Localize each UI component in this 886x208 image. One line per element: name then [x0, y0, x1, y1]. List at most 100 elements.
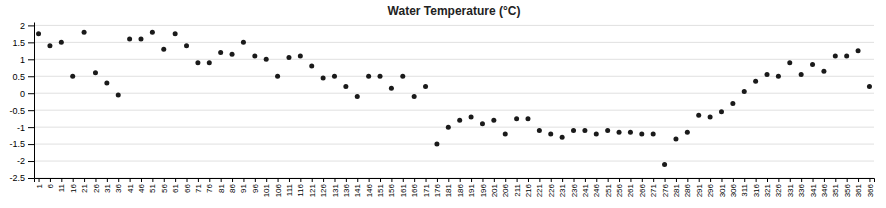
- x-tick: 231: [558, 178, 567, 197]
- x-tick-mark: [50, 178, 51, 182]
- y-tick: 2: [20, 21, 34, 31]
- y-tick: -2: [17, 156, 34, 166]
- x-tick-mark: [619, 178, 620, 182]
- x-tick: 316: [752, 178, 761, 197]
- grid-line: [34, 127, 874, 128]
- y-tick-label: 1: [20, 55, 25, 65]
- x-tick-label: 241: [581, 183, 590, 197]
- x-tick-mark: [346, 178, 347, 182]
- x-tick: 341: [809, 178, 818, 197]
- grid-line: [34, 59, 874, 60]
- x-tick-label: 106: [274, 183, 283, 197]
- title: Water Temperature (°C): [388, 4, 521, 18]
- point: [685, 130, 690, 135]
- x-tick-label: 141: [353, 183, 362, 197]
- x-tick-label: 311: [740, 183, 749, 196]
- x-tick: 31: [103, 178, 112, 193]
- x-tick-label: 181: [444, 183, 453, 197]
- x-tick-label: 326: [774, 183, 783, 197]
- x-tick-label: 291: [695, 183, 704, 197]
- x-tick-label: 266: [638, 183, 647, 197]
- y-tick-mark: [28, 127, 34, 128]
- point: [708, 114, 713, 119]
- x-tick: 211: [513, 178, 522, 197]
- point: [412, 94, 417, 99]
- x-tick: 171: [422, 178, 431, 197]
- y-tick-label: -0.5: [9, 106, 25, 116]
- x-tick: 251: [604, 178, 613, 197]
- x-tick-label: 131: [331, 183, 340, 197]
- x-tick: 286: [683, 178, 692, 197]
- x-tick: 281: [672, 178, 681, 197]
- x-tick: 61: [171, 178, 180, 193]
- point: [753, 79, 758, 84]
- x-tick-label: 331: [786, 183, 795, 197]
- x-tick-mark: [790, 178, 791, 182]
- x-tick-label: 36: [114, 183, 123, 192]
- point: [286, 55, 291, 60]
- point: [537, 128, 542, 133]
- x-tick: 56: [160, 178, 169, 193]
- x-tick-mark: [778, 178, 779, 182]
- x-tick-mark: [608, 178, 609, 182]
- x-tick-label: 251: [604, 183, 613, 197]
- point: [810, 62, 815, 67]
- x-tick-label: 316: [752, 183, 761, 197]
- y-tick: 1.5: [12, 38, 34, 48]
- x-tick-label: 236: [570, 183, 579, 197]
- x-tick: 21: [80, 178, 89, 193]
- x-tick: 156: [387, 178, 396, 197]
- x-tick-mark: [505, 178, 506, 182]
- y-tick-label: -2: [17, 156, 25, 166]
- x-tick: 6: [46, 178, 55, 188]
- x-tick-label: 246: [592, 183, 601, 197]
- x-tick-mark: [642, 178, 643, 182]
- point: [218, 50, 223, 55]
- point: [742, 89, 747, 94]
- x-tick: 96: [251, 178, 260, 193]
- x-tick-label: 16: [69, 183, 78, 192]
- y-tick-mark: [28, 93, 34, 94]
- x-tick-mark: [847, 178, 848, 182]
- x-tick-label: 281: [672, 183, 681, 197]
- point: [514, 116, 519, 121]
- point: [173, 31, 178, 36]
- x-tick: 311: [740, 178, 749, 197]
- x-tick: 196: [479, 178, 488, 197]
- x-tick-mark: [403, 178, 404, 182]
- x-tick-label: 361: [854, 183, 863, 197]
- x-tick-mark: [255, 178, 256, 182]
- x-tick: 81: [217, 178, 226, 193]
- x-tick-label: 176: [433, 183, 442, 197]
- x-tick-mark: [835, 178, 836, 182]
- point: [719, 109, 724, 114]
- x-tick: 336: [797, 178, 806, 197]
- x-tick-label: 321: [763, 183, 772, 197]
- point: [207, 60, 212, 65]
- point: [560, 135, 565, 140]
- y-tick-mark: [28, 178, 34, 179]
- x-tick: 186: [456, 178, 465, 197]
- x-tick-label: 116: [296, 183, 305, 196]
- x-tick-mark: [676, 178, 677, 182]
- x-tick: 271: [649, 178, 658, 197]
- x-tick-mark: [710, 178, 711, 182]
- x-tick: 166: [410, 178, 419, 197]
- point: [116, 92, 121, 97]
- x-tick-label: 356: [843, 183, 852, 197]
- point: [696, 113, 701, 118]
- x-tick-mark: [721, 178, 722, 182]
- x-tick-label: 46: [137, 183, 146, 192]
- x-tick-label: 61: [171, 183, 180, 192]
- point: [36, 31, 41, 36]
- x-tick: 86: [228, 178, 237, 193]
- x-tick-mark: [73, 178, 74, 182]
- x-tick: 216: [524, 178, 533, 197]
- x-tick-mark: [744, 178, 745, 182]
- x-tick: 361: [854, 178, 863, 197]
- x-tick-label: 226: [547, 183, 556, 197]
- x-tick: 116: [296, 178, 305, 197]
- point: [400, 74, 405, 79]
- x-tick: 236: [570, 178, 579, 197]
- x-tick-mark: [528, 178, 529, 182]
